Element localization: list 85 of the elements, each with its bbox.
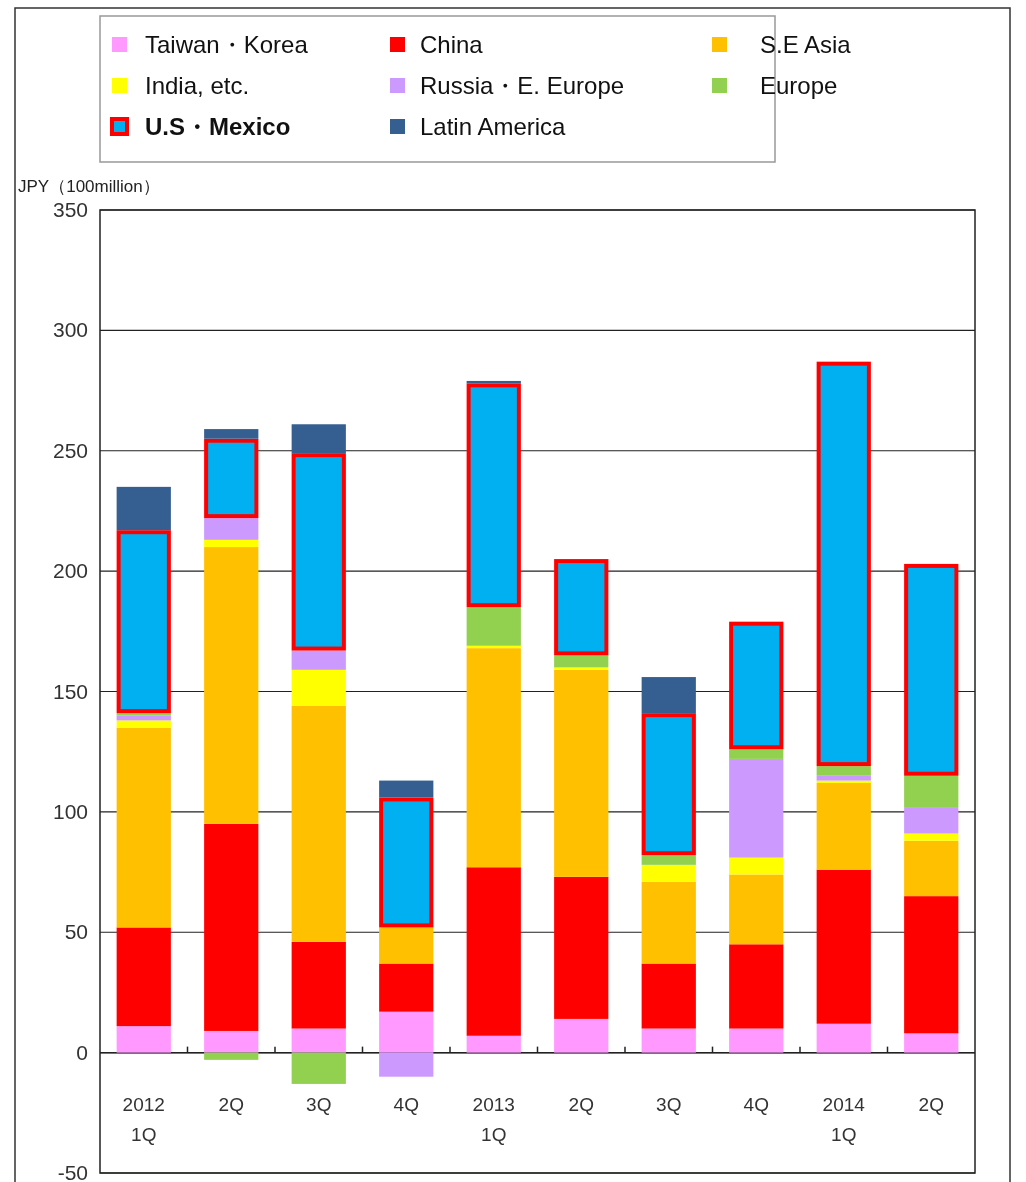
bar	[291, 941, 346, 1029]
legend-label: Taiwan・Korea	[145, 31, 309, 58]
bar	[729, 944, 784, 1029]
x-tick-label: 3Q	[656, 1094, 682, 1115]
bar	[729, 874, 784, 945]
x-tick-label: 4Q	[393, 1094, 419, 1115]
bar	[554, 655, 609, 668]
y-tick-label: 0	[76, 1040, 88, 1064]
y-tick-label: -50	[57, 1161, 88, 1182]
x-tick-label: 2012 1Q	[122, 1094, 165, 1145]
bar	[204, 429, 259, 439]
bar	[641, 1028, 696, 1053]
bar	[904, 896, 959, 1034]
bar	[379, 927, 434, 964]
bar	[641, 963, 696, 1029]
bar	[729, 749, 784, 759]
bar	[641, 864, 696, 882]
bar	[729, 857, 784, 875]
bar	[291, 705, 346, 942]
bar	[466, 1035, 521, 1053]
x-tick-label: 2014 1Q	[822, 1094, 866, 1145]
x-tick-label: 2013 1Q	[472, 1094, 515, 1145]
bar	[816, 782, 871, 870]
bar	[466, 607, 521, 646]
bar	[291, 1028, 346, 1053]
bar	[116, 1026, 171, 1053]
x-tick-label: 4Q	[743, 1094, 769, 1115]
legend-label: S.E Asia	[760, 31, 852, 58]
legend-label: Latin America	[420, 113, 567, 140]
bar	[816, 775, 871, 781]
bar	[729, 1028, 784, 1053]
bar	[554, 669, 609, 877]
legend-label: India, etc.	[145, 72, 250, 99]
legend-label: China	[420, 31, 484, 58]
bar	[379, 1011, 434, 1053]
bar	[554, 667, 609, 670]
bar	[904, 807, 959, 834]
y-axis-title: JPY（100million）	[18, 177, 160, 196]
bar	[641, 855, 696, 865]
bar	[904, 1033, 959, 1053]
bar	[816, 869, 871, 1024]
bar	[204, 823, 259, 1031]
bar	[904, 840, 959, 897]
bar	[116, 486, 171, 531]
bar	[466, 648, 521, 868]
bar	[816, 766, 871, 776]
x-tick-label: 3Q	[306, 1094, 332, 1115]
bar	[291, 669, 346, 706]
y-tick-label: 200	[52, 559, 88, 583]
bar	[641, 677, 696, 714]
legend-label: Europe	[760, 72, 838, 99]
legend-label: Russia・E. Europe	[420, 72, 625, 99]
y-tick-label: 250	[52, 438, 88, 462]
bar	[379, 963, 434, 1012]
y-tick-label: 300	[52, 318, 88, 342]
y-tick-label: 150	[52, 679, 88, 703]
bar	[204, 1030, 259, 1053]
bar	[204, 518, 259, 540]
bar	[904, 775, 959, 808]
y-tick-label: 50	[64, 920, 88, 944]
x-tick-label: 2Q	[218, 1094, 244, 1115]
x-tick-label: 2Q	[568, 1094, 594, 1115]
bar	[116, 727, 171, 928]
bar	[379, 780, 434, 798]
bar	[116, 927, 171, 1027]
bar	[291, 650, 346, 670]
bar	[816, 1023, 871, 1053]
x-tick-label: 2Q	[918, 1094, 944, 1115]
bar	[204, 539, 259, 548]
bar	[729, 758, 784, 858]
bar	[291, 1052, 346, 1084]
bar	[641, 881, 696, 964]
bar	[554, 1018, 609, 1053]
bar	[116, 713, 171, 716]
legend-label: U.S・Mexico	[145, 113, 291, 140]
bar	[291, 424, 346, 454]
bar	[116, 720, 171, 728]
y-tick-label: 100	[52, 799, 88, 823]
bar	[379, 1052, 434, 1077]
bar	[904, 833, 959, 841]
bar	[554, 876, 609, 1019]
bar	[204, 1052, 259, 1060]
bar	[466, 867, 521, 1036]
bar	[204, 547, 259, 824]
y-tick-label: 350	[52, 198, 88, 221]
